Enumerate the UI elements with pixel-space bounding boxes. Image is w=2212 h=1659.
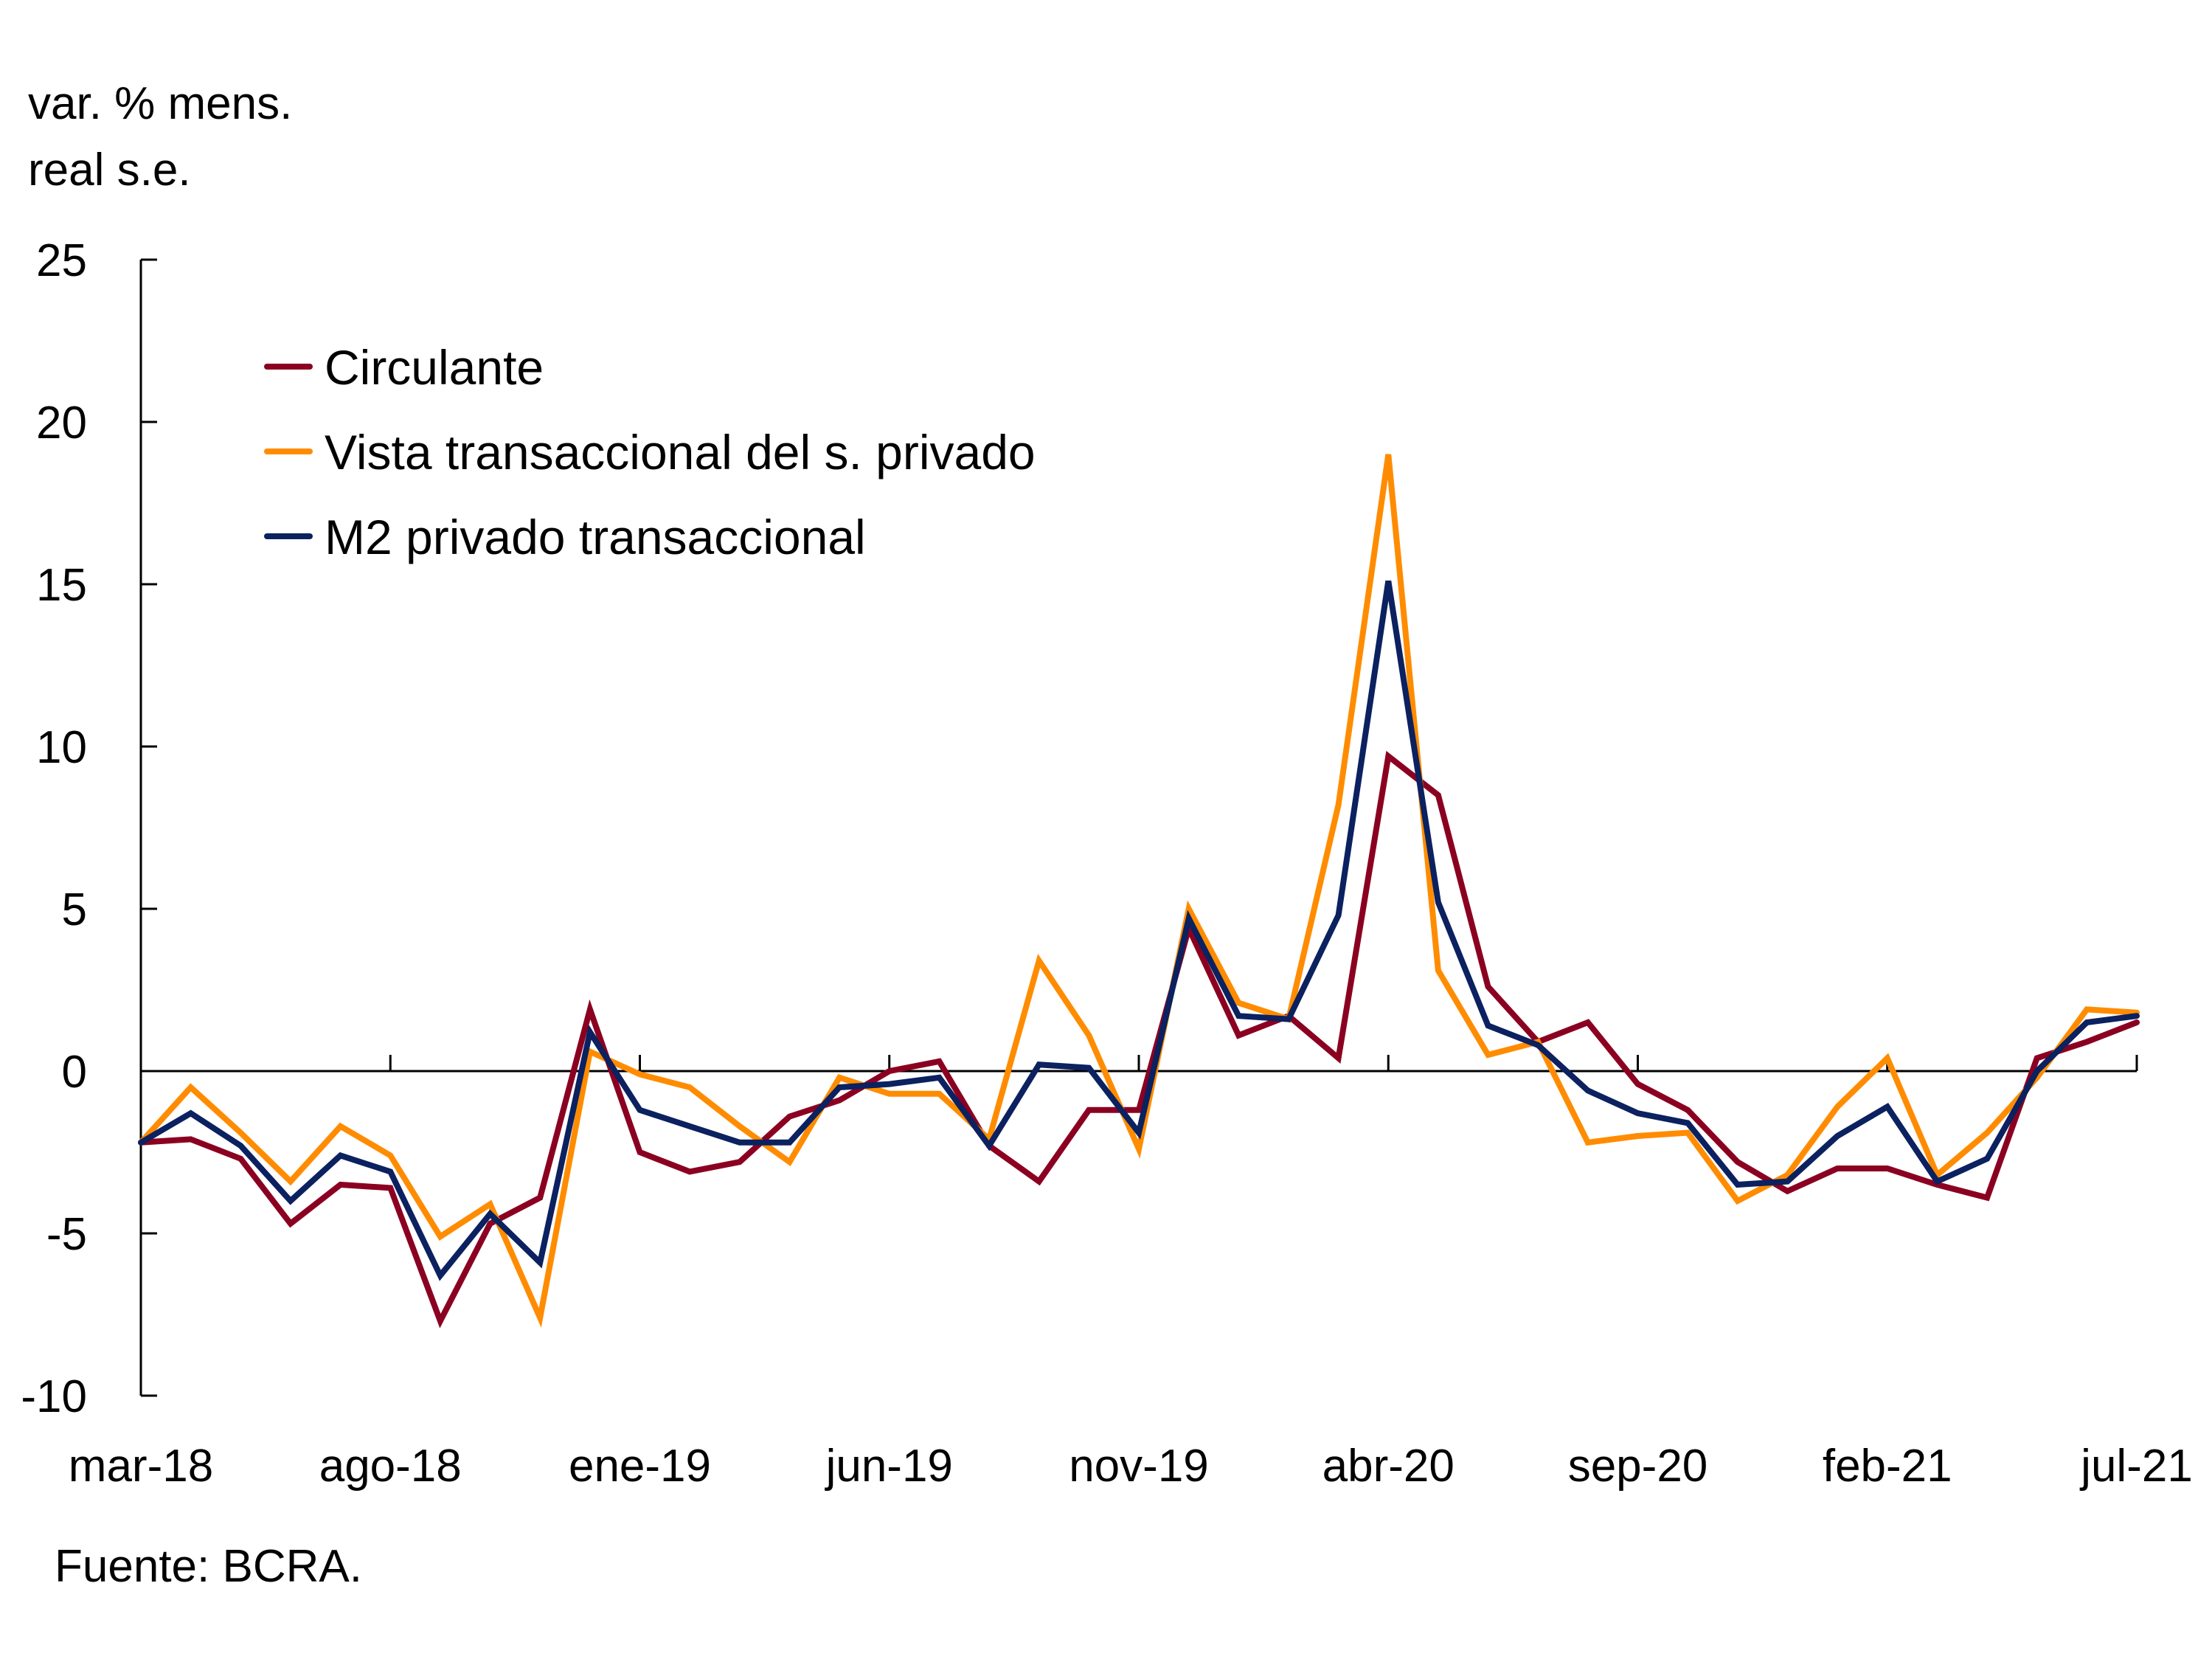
x-tick-label: feb-21 xyxy=(1823,1441,1952,1492)
y-tick-label: 10 xyxy=(36,722,87,773)
x-tick-label: abr-20 xyxy=(1322,1441,1455,1492)
y-tick-label: 5 xyxy=(62,884,87,935)
x-ticks: mar-18 ago-18 ene-19 jun-19 nov-19 abr-20 sep-… xyxy=(69,1055,2193,1492)
legend-label: Vista transaccional del s. privado xyxy=(325,425,1036,479)
x-tick-label: ene-19 xyxy=(569,1441,711,1492)
y-tick-label: 20 xyxy=(36,398,87,448)
series-lines xyxy=(138,454,2140,1329)
x-tick-label: nov-19 xyxy=(1069,1441,1209,1492)
y-tick-label: 15 xyxy=(36,560,87,611)
y-axis-label-line-2: real s.e. xyxy=(28,145,191,195)
y-axis-label-line-1: var. % mens. xyxy=(28,78,293,129)
series-line-m2-privado-transaccional xyxy=(138,580,2140,1281)
legend-label: Circulante xyxy=(325,340,544,395)
legend-label: M2 privado transaccional xyxy=(325,510,866,564)
source-note: Fuente: BCRA. xyxy=(55,1541,362,1592)
legend: Circulante Vista transaccional del s. pri… xyxy=(264,340,1036,564)
x-tick-label: ago-18 xyxy=(319,1441,462,1492)
x-tick-label: jun-19 xyxy=(825,1441,953,1492)
y-tick-label: 25 xyxy=(36,235,87,286)
y-tick-label: -10 xyxy=(21,1371,87,1422)
y-tick-label: -5 xyxy=(46,1209,87,1260)
series-line-vista-transaccional-del-s-privado xyxy=(138,454,2140,1328)
x-tick-label: jul-21 xyxy=(2079,1441,2193,1492)
x-tick-label: mar-18 xyxy=(69,1441,213,1492)
series-line-circulante xyxy=(138,750,2140,1329)
y-ticks: -10 -5 0 5 10 15 20 25 xyxy=(21,235,157,1422)
x-tick-label: sep-20 xyxy=(1568,1441,1708,1492)
y-tick-label: 0 xyxy=(62,1047,87,1098)
